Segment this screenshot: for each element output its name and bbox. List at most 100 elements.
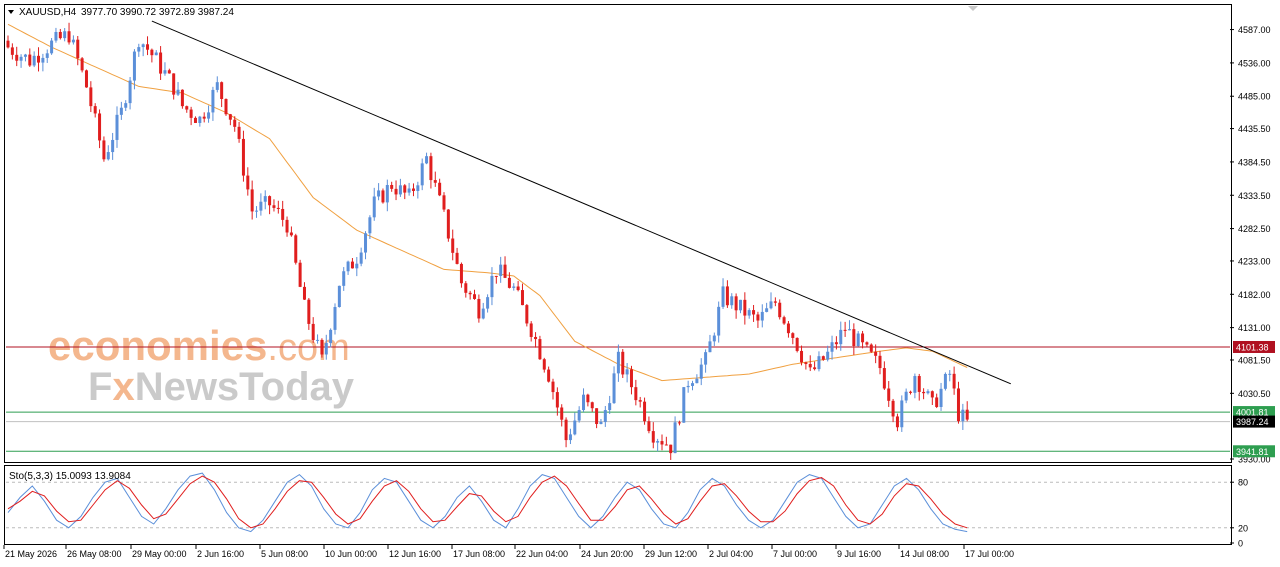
- candle-body: [259, 201, 263, 211]
- candle-body: [137, 47, 141, 52]
- candle-body: [839, 329, 843, 345]
- sto-y-tick-label: 0: [1238, 539, 1243, 549]
- scroll-marker-icon[interactable]: [968, 6, 978, 11]
- candle-body: [730, 296, 734, 306]
- candle-body: [555, 392, 559, 408]
- candle-body: [316, 339, 320, 341]
- candle-body: [717, 306, 721, 336]
- candle-body: [159, 52, 163, 74]
- candle-body: [385, 184, 389, 203]
- y-tick-label: 4587.00: [1238, 25, 1271, 35]
- stochastic-lines: 80 20 0: [6, 472, 1248, 549]
- candle-body: [695, 378, 699, 384]
- candle-body: [154, 52, 158, 56]
- candle-body: [817, 356, 821, 370]
- candle-body: [150, 49, 154, 56]
- candle-body: [926, 391, 930, 394]
- candle-body: [433, 180, 437, 183]
- dropdown-triangle-icon[interactable]: [8, 10, 14, 14]
- candle-body: [534, 336, 538, 340]
- candle-body: [63, 31, 67, 39]
- candle-body: [237, 126, 241, 139]
- x-tick-label: 29 May 00:00: [132, 549, 187, 559]
- candle-body: [32, 55, 36, 66]
- candle-body: [477, 298, 481, 319]
- candle-body: [878, 355, 882, 369]
- candle-body: [324, 342, 328, 355]
- candle-body: [128, 80, 132, 104]
- candle-body: [446, 209, 450, 239]
- y-tick-label: 4536.00: [1238, 58, 1271, 68]
- candle-body: [285, 219, 289, 233]
- candle-body: [228, 114, 232, 120]
- x-tick-label: 17 Jun 08:00: [453, 549, 505, 559]
- candle-body: [416, 185, 420, 191]
- candle-body: [568, 434, 572, 441]
- candle-body: [669, 444, 673, 454]
- candle-body: [956, 388, 960, 422]
- x-tick-label: 14 Jul 08:00: [900, 549, 949, 559]
- candle-body: [520, 290, 524, 306]
- candle-body: [481, 308, 485, 319]
- chart-header: XAUUSD,H4 3977.70 3990.72 3972.89 3987.2…: [8, 7, 234, 18]
- candle-body: [246, 175, 250, 190]
- candle-body: [847, 329, 851, 331]
- candle-body: [900, 400, 904, 428]
- candle-body: [778, 302, 782, 318]
- candle-body: [664, 444, 668, 446]
- candle-body: [935, 397, 939, 407]
- candle-body: [686, 385, 690, 388]
- candle-body: [677, 422, 681, 424]
- candle-body: [111, 139, 115, 153]
- candle-body: [425, 156, 429, 164]
- watermark-dotcom: .com: [267, 327, 349, 369]
- candle-body: [193, 117, 197, 123]
- candle-body: [115, 114, 119, 140]
- y-tick-label: 4081.50: [1238, 355, 1271, 365]
- x-tick-label: 10 Jun 00:00: [325, 549, 377, 559]
- candle-body: [712, 335, 716, 342]
- candle-body: [403, 185, 407, 193]
- candle-body: [547, 369, 551, 382]
- candle-body: [464, 283, 468, 293]
- candle-body: [329, 329, 333, 343]
- sto-series-main: [7, 472, 968, 533]
- trendline: [151, 20, 1011, 385]
- candle-body: [420, 163, 424, 186]
- candle-body: [647, 421, 651, 432]
- candle-body: [909, 391, 913, 393]
- price-tag-bg: [1233, 445, 1275, 458]
- candle-body: [41, 57, 45, 63]
- candle-body: [961, 409, 965, 422]
- candle-body: [442, 195, 446, 210]
- candle-body: [490, 275, 494, 298]
- candle-body: [895, 416, 899, 428]
- y-tick-label: 4282.50: [1238, 224, 1271, 234]
- candle-body: [337, 285, 341, 308]
- candle-body: [459, 263, 463, 284]
- candle-body: [939, 388, 943, 407]
- y-tick-label: 4485.00: [1238, 92, 1271, 102]
- candle-body: [821, 356, 825, 360]
- candle-body: [180, 89, 184, 107]
- candle-body: [830, 342, 834, 352]
- candle-body: [590, 402, 594, 409]
- candle-body: [37, 55, 41, 63]
- candle-body: [58, 31, 62, 39]
- price-pane-frame: [4, 4, 1232, 463]
- y-tick-label: 4030.50: [1238, 389, 1271, 399]
- candle-body: [634, 387, 638, 401]
- candle-body: [93, 106, 97, 114]
- candle-body: [643, 401, 647, 422]
- candle-body: [965, 409, 969, 420]
- candle-body: [586, 394, 590, 403]
- candle-body: [250, 189, 254, 212]
- indicator-pane-frame: [4, 465, 1232, 545]
- candle-body: [45, 53, 49, 58]
- candle-body: [747, 310, 751, 316]
- candle-body: [708, 341, 712, 353]
- candle-body: [276, 207, 280, 209]
- candle-body: [76, 39, 80, 59]
- candle-body: [302, 286, 306, 300]
